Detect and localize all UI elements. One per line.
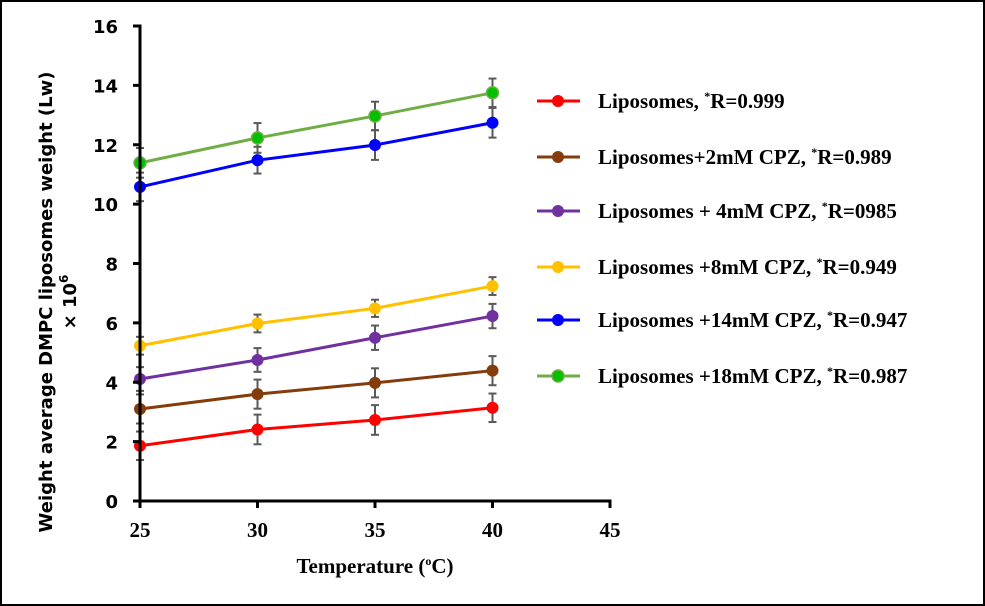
- x-axis-title-post: C): [431, 554, 453, 578]
- data-point: [251, 154, 264, 167]
- y-tick-label: 0: [105, 492, 118, 513]
- legend-label: Liposomes +18mM CPZ, *R=0.987: [598, 364, 907, 388]
- data-point: [369, 413, 381, 426]
- legend-label-asterisk: *: [822, 199, 828, 213]
- series-4: [134, 276, 499, 356]
- series-line: [139, 314, 493, 381]
- x-axis-title: Temperature (oC): [296, 554, 453, 578]
- legend-item: Liposomes +14mM CPZ, *R=0.947: [537, 308, 907, 332]
- data-point: [486, 401, 499, 414]
- legend-item: Liposomes +8mM CPZ, *R=0.949: [537, 255, 897, 279]
- legend-marker: [552, 205, 564, 217]
- x-tick-label: 30: [247, 518, 268, 542]
- data-point: [486, 364, 499, 377]
- legend-label-asterisk: *: [816, 255, 822, 269]
- series-5: [134, 106, 499, 203]
- legend-label-text: Liposomes+2mM CPZ,: [598, 145, 811, 169]
- legend-marker: [552, 151, 564, 163]
- legend-label-r-value: R=0.989: [817, 145, 891, 169]
- legend-label-asterisk: *: [704, 89, 710, 103]
- legend-label-asterisk: *: [827, 308, 833, 322]
- data-point: [486, 310, 499, 323]
- legend-label: Liposomes +14mM CPZ, *R=0.947: [598, 308, 907, 332]
- y-tick-label: 14: [93, 76, 118, 97]
- series-line: [139, 121, 493, 189]
- data-point: [369, 331, 381, 344]
- x-tick-label: 40: [482, 518, 503, 542]
- y-ticks: 0 2 4 6 8 10 12 14 16: [93, 17, 140, 513]
- x-tick-label: 35: [365, 518, 386, 542]
- legend-label-text: Liposomes,: [598, 89, 704, 113]
- series-line: [139, 91, 493, 165]
- y-tick-label: 16: [93, 17, 118, 38]
- x-tick-label: 45: [600, 518, 621, 542]
- plot-series-layer: [133, 77, 500, 462]
- y-tick-label: 4: [105, 373, 118, 394]
- legend-item: Liposomes+2mM CPZ, *R=0.989: [537, 145, 892, 169]
- data-point: [369, 139, 381, 152]
- legend-label: Liposomes +8mM CPZ, *R=0.949: [598, 255, 897, 279]
- data-point: [251, 423, 264, 436]
- legend-item: Liposomes + 4mM CPZ, *R=0985: [537, 199, 897, 223]
- legend-label-asterisk: *: [827, 364, 833, 378]
- legend-label-text: Liposomes +14mM CPZ,: [598, 308, 827, 332]
- y-axis-title-line2: × 106: [57, 275, 81, 330]
- legend-label: Liposomes, *R=0.999: [598, 89, 785, 113]
- legend-label: Liposomes + 4mM CPZ, *R=0985: [598, 199, 897, 223]
- data-point: [486, 280, 499, 293]
- x-ticks: 25 30 35 40 45: [130, 501, 621, 542]
- legend-label-r-value: R=0.947: [833, 308, 907, 332]
- legend-item: Liposomes, *R=0.999: [537, 89, 785, 113]
- data-point: [250, 131, 265, 145]
- y-tick-label: 12: [93, 136, 118, 157]
- y-tick-label: 6: [105, 314, 118, 335]
- y-axis-title-exponent: 6: [57, 275, 71, 283]
- data-point: [486, 116, 499, 129]
- series-6: [133, 77, 500, 179]
- x-axis-title-sup: o: [425, 554, 431, 568]
- legend-label: Liposomes+2mM CPZ, *R=0.989: [598, 145, 892, 169]
- data-point: [368, 109, 382, 123]
- legend-label-text: Liposomes + 4mM CPZ,: [598, 199, 822, 223]
- legend-label-asterisk: *: [811, 145, 817, 159]
- data-point: [485, 86, 500, 100]
- legend-marker: [552, 95, 564, 107]
- data-point: [251, 353, 264, 366]
- legend-label-r-value: R=0985: [828, 199, 897, 223]
- data-point: [369, 302, 381, 315]
- y-tick-label: 8: [105, 255, 118, 276]
- y-axis-title-multiplier: × 10: [60, 283, 81, 329]
- series-line: [139, 369, 493, 411]
- legend-label-r-value: R=0.949: [822, 255, 896, 279]
- axes: 0 2 4 6 8 10 12 14 16 25 30 35 40 45: [93, 17, 621, 542]
- legend-label-text: Liposomes +8mM CPZ,: [598, 255, 816, 279]
- series-2: [134, 355, 499, 425]
- x-tick-label: 25: [130, 518, 151, 542]
- x-axis-title-pre: Temperature (: [296, 554, 425, 578]
- legend-item: Liposomes +18mM CPZ, *R=0.987: [537, 364, 907, 388]
- data-point: [369, 376, 381, 389]
- legend-marker: [552, 261, 564, 273]
- series-line: [139, 406, 493, 448]
- y-tick-label: 2: [105, 433, 118, 454]
- data-point: [251, 317, 264, 330]
- legend-label-text: Liposomes +18mM CPZ,: [598, 364, 827, 388]
- y-tick-label: 10: [93, 195, 118, 216]
- data-point: [251, 388, 264, 401]
- legend-label-r-value: R=0.999: [710, 89, 784, 113]
- legend-label-r-value: R=0.987: [833, 364, 907, 388]
- legend-marker: [552, 314, 564, 326]
- legend-marker: [551, 369, 565, 383]
- y-axis-title-line1: Weight average DMPC liposomes weight (Lw…: [36, 72, 57, 533]
- y-axis-title: Weight average DMPC liposomes weight (Lw…: [36, 72, 81, 533]
- series-line: [139, 284, 493, 348]
